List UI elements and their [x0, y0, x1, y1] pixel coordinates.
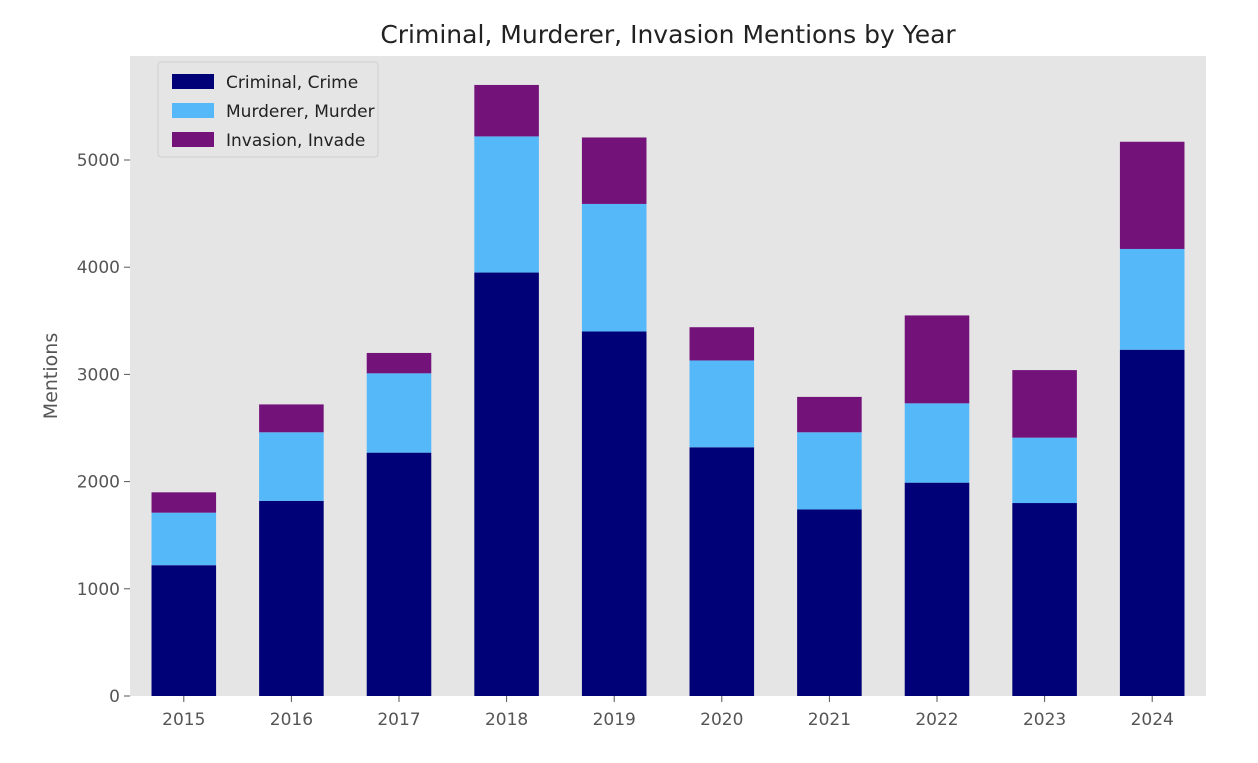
bar-2018-series-2 [474, 84, 539, 137]
legend-label-2: Invasion, Invade [226, 131, 365, 151]
bar-2017-series-1 [366, 373, 432, 453]
legend-swatch-2 [172, 132, 214, 147]
bar-2020-series-2 [689, 327, 755, 361]
legend-swatch-0 [172, 74, 214, 89]
y-tick-label: 5000 [77, 151, 120, 171]
bar-2021-series-0 [797, 509, 862, 696]
bar-2024-series-1 [1119, 248, 1185, 350]
legend: Criminal, Crime Murderer, Murder Invasion,… [157, 61, 379, 158]
bar-2024-series-2 [1119, 141, 1185, 249]
bar-2017-series-2 [366, 352, 432, 374]
legend-label-1: Murderer, Murder [226, 102, 375, 122]
bar-2016-series-2 [259, 404, 324, 433]
y-axis-label: Mentions [40, 333, 62, 419]
bar-2022-series-2 [904, 315, 970, 404]
bar-2017-series-0 [366, 452, 432, 696]
bar-2018-series-0 [474, 272, 539, 696]
bar-2021-series-1 [797, 432, 862, 510]
bar-2022-series-1 [904, 403, 970, 483]
y-tick-label: 1000 [77, 580, 120, 600]
x-tick-label: 2021 [808, 710, 851, 730]
bar-2015-series-1 [151, 512, 217, 566]
bar-2018-series-1 [474, 136, 539, 273]
y-tick-label: 4000 [77, 258, 120, 278]
y-tick-label: 2000 [77, 473, 120, 493]
bar-2020-series-0 [689, 447, 755, 696]
x-tick-label: 2015 [162, 710, 205, 730]
legend-swatch-1 [172, 103, 214, 118]
bar-2016-series-0 [259, 500, 324, 696]
x-tick-label: 2018 [485, 710, 528, 730]
bar-2016-series-1 [259, 432, 324, 501]
bar-2021-series-2 [797, 396, 862, 433]
bar-2015-series-0 [151, 565, 217, 696]
bar-2019-series-0 [581, 331, 647, 696]
x-tick-label: 2023 [1023, 710, 1066, 730]
bars-layer [151, 84, 1185, 696]
bar-2019-series-1 [581, 203, 647, 332]
x-tick-label: 2016 [270, 710, 313, 730]
bar-2020-series-1 [689, 360, 755, 448]
bar-2019-series-2 [581, 137, 647, 204]
legend-label-0: Criminal, Crime [226, 73, 358, 93]
bar-2024-series-0 [1119, 349, 1185, 696]
bar-2023-series-0 [1012, 503, 1077, 696]
y-tick-label: 3000 [77, 365, 120, 385]
chart-title: Criminal, Murderer, Invasion Mentions by… [380, 20, 956, 49]
x-tick-label: 2022 [915, 710, 958, 730]
axes-layer: 0 1000 2000 3000 4000 5000 2015 2016 2017 2018 201… [77, 151, 1174, 730]
bar-2015-series-2 [151, 492, 217, 513]
x-tick-label: 2020 [700, 710, 743, 730]
x-tick-label: 2017 [377, 710, 420, 730]
bar-2022-series-0 [904, 482, 970, 696]
bar-2023-series-1 [1012, 437, 1077, 504]
y-tick-label: 0 [109, 687, 120, 707]
x-tick-label: 2024 [1131, 710, 1174, 730]
bar-2023-series-2 [1012, 370, 1077, 438]
x-tick-label: 2019 [593, 710, 636, 730]
